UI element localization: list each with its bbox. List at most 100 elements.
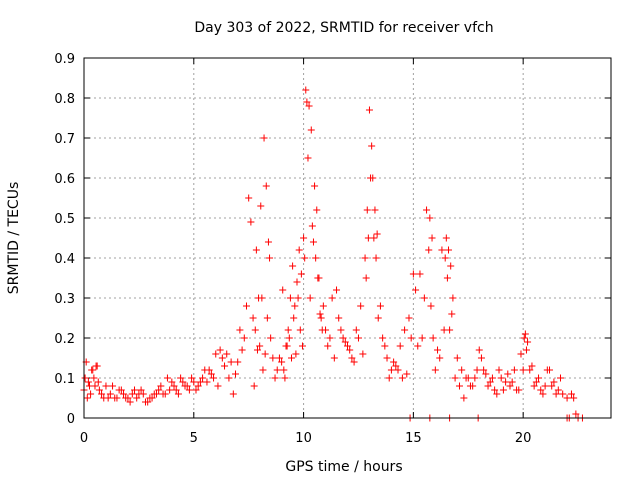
data-point (326, 334, 334, 342)
data-point (412, 286, 420, 294)
data-point (431, 366, 439, 374)
data-point (438, 246, 446, 254)
data-point (319, 302, 327, 310)
data-point (455, 382, 463, 390)
data-point (379, 334, 387, 342)
data-point (385, 374, 393, 382)
data-point (313, 206, 321, 214)
data-point (303, 98, 311, 106)
data-point (168, 378, 176, 386)
data-point (92, 362, 100, 370)
data-point (236, 326, 244, 334)
data-point (429, 334, 437, 342)
data-point (309, 238, 317, 246)
data-point (292, 350, 300, 358)
data-point (257, 202, 265, 210)
data-point (504, 370, 512, 378)
data-point (278, 358, 286, 366)
data-point (318, 326, 326, 334)
data-point (508, 378, 516, 386)
data-point (161, 390, 169, 398)
data-point (232, 370, 240, 378)
data-point (177, 374, 185, 382)
data-point (300, 234, 308, 242)
data-point (214, 382, 222, 390)
data-point (448, 310, 456, 318)
data-point (495, 366, 503, 374)
data-point (425, 246, 433, 254)
data-point (346, 346, 354, 354)
data-point (242, 302, 250, 310)
data-point (541, 382, 549, 390)
data-point (394, 366, 402, 374)
data-point (255, 294, 263, 302)
grid (84, 58, 611, 418)
data-point (376, 302, 384, 310)
data-point (537, 386, 545, 394)
data-point (486, 378, 494, 386)
data-point (263, 314, 271, 322)
data-point (563, 394, 571, 402)
data-point (179, 378, 187, 386)
data-point (210, 374, 218, 382)
data-point (290, 314, 298, 322)
data-point (383, 354, 391, 362)
data-point (324, 342, 332, 350)
data-point (369, 174, 377, 182)
data-point (484, 382, 492, 390)
data-point (359, 350, 367, 358)
data-point (330, 354, 338, 362)
y-tick-label: 0.1 (54, 372, 75, 387)
data-point (443, 274, 451, 282)
data-point (137, 386, 145, 394)
data-point (420, 294, 428, 302)
data-point (172, 386, 180, 394)
data-point (280, 366, 288, 374)
data-point (526, 366, 534, 374)
data-point (493, 390, 501, 398)
data-point (196, 378, 204, 386)
data-point (316, 310, 324, 318)
data-point (554, 386, 562, 394)
data-point (409, 270, 417, 278)
data-point (245, 194, 253, 202)
data-point (106, 390, 114, 398)
data-point (365, 106, 373, 114)
x-tick-label: 20 (515, 431, 532, 446)
x-tick-label: 15 (405, 431, 422, 446)
data-point (267, 334, 275, 342)
data-point (535, 374, 543, 382)
data-point (221, 362, 229, 370)
data-point (361, 254, 369, 262)
data-point (513, 386, 521, 394)
y-tick-label: 0.6 (54, 172, 75, 187)
data-point (445, 246, 453, 254)
data-point (570, 394, 578, 402)
data-point (403, 370, 411, 378)
data-point (354, 334, 362, 342)
data-point (473, 366, 481, 374)
data-point (133, 394, 141, 402)
data-point (475, 346, 483, 354)
data-point (567, 390, 575, 398)
data-point (521, 330, 529, 338)
data-point (296, 326, 304, 334)
data-point (256, 342, 264, 350)
data-point (477, 354, 485, 362)
data-point (126, 398, 134, 406)
data-point (249, 314, 257, 322)
plot-frame (83, 57, 612, 419)
data-point (155, 386, 163, 394)
data-point (227, 358, 235, 366)
data-point (286, 294, 294, 302)
data-point (104, 394, 112, 402)
data-point (291, 302, 299, 310)
data-point (328, 294, 336, 302)
y-axis-label: SRMTID / TECUs (6, 182, 22, 295)
x-tick-label: 0 (80, 431, 88, 446)
data-point (381, 342, 389, 350)
data-point (519, 366, 527, 374)
data-point (98, 390, 106, 398)
data-point (506, 382, 514, 390)
data-point (451, 374, 459, 382)
